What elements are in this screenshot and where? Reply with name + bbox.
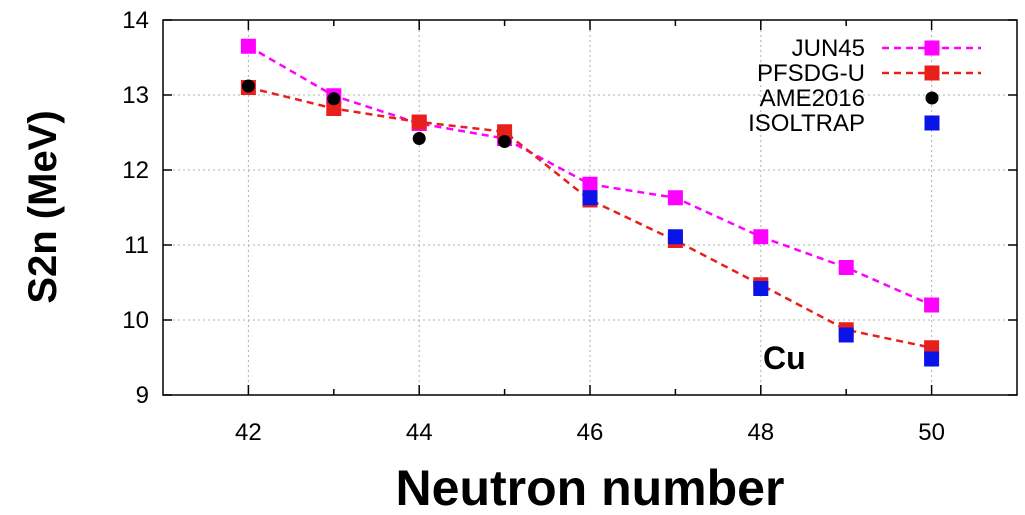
x-axis-title: Neutron number xyxy=(396,460,785,515)
annotation-cu: Cu xyxy=(763,340,806,376)
data-point xyxy=(667,229,683,245)
data-point xyxy=(411,114,427,130)
series-isoltrap xyxy=(582,190,940,367)
data-point xyxy=(327,92,341,106)
y-tick-label: 9 xyxy=(136,382,149,409)
legend-label: JUN45 xyxy=(792,35,865,62)
x-tick-label: 42 xyxy=(235,419,262,446)
data-point xyxy=(497,124,513,140)
x-tick-label: 46 xyxy=(577,419,604,446)
grid xyxy=(163,20,1017,395)
x-tick-label: 48 xyxy=(747,419,774,446)
data-point xyxy=(241,79,255,93)
y-tick-label: 10 xyxy=(122,307,149,334)
data-point xyxy=(924,351,940,367)
legend-entry-ame2016: AME2016 xyxy=(760,85,939,112)
data-point xyxy=(326,101,342,116)
series-layer xyxy=(240,38,940,367)
y-tick-label: 12 xyxy=(122,157,149,184)
data-point xyxy=(753,229,769,245)
legend-marker xyxy=(924,40,940,56)
legend-marker xyxy=(924,65,940,81)
legend-marker xyxy=(924,115,940,131)
data-point xyxy=(412,132,426,145)
data-point xyxy=(838,260,854,275)
y-tick-label: 13 xyxy=(122,82,149,109)
legend-label: AME2016 xyxy=(760,85,865,112)
data-point xyxy=(753,281,769,296)
y-axis-title: S2n (MeV) xyxy=(21,110,65,303)
y-tick-label: 11 xyxy=(124,232,149,259)
legend-entry-isoltrap: ISOLTRAP xyxy=(748,110,940,137)
legend-entry-jun45: JUN45 xyxy=(792,35,981,62)
series-ame2016 xyxy=(241,79,512,148)
data-point xyxy=(498,135,512,148)
series-line xyxy=(248,86,932,349)
data-point xyxy=(240,38,256,54)
legend-marker xyxy=(925,91,939,105)
x-tick-label: 50 xyxy=(918,419,945,446)
data-point xyxy=(667,190,683,206)
y-tick-label: 14 xyxy=(122,7,149,34)
axes: 9 10 11 12 13 14 42 44 46 48 50 xyxy=(122,7,1017,446)
legend-label: ISOLTRAP xyxy=(748,110,865,137)
data-point xyxy=(838,327,854,343)
data-point xyxy=(924,297,940,313)
data-point xyxy=(582,176,598,192)
legend-label: PFSDG-U xyxy=(757,60,865,87)
legend-entry-pfsdg-u: PFSDG-U xyxy=(757,60,981,87)
data-point xyxy=(582,190,598,206)
x-tick-label: 44 xyxy=(406,419,433,446)
